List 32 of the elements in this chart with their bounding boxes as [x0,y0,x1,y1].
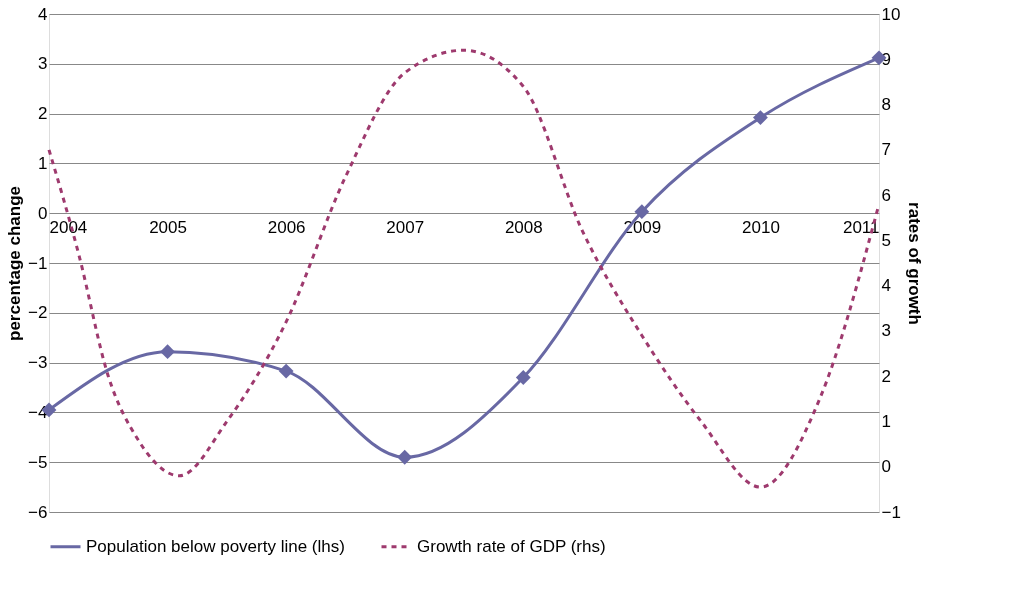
y2-tick-label: 1 [881,411,891,431]
legend-label: Population below poverty line (lhs) [86,536,345,556]
x-tick-label: 2004 [49,217,88,237]
y2-axis-title: rates of growth [904,202,924,325]
y-tick-label: 4 [38,4,48,24]
y-tick-label: −6 [28,502,48,522]
legend-label: Growth rate of GDP (rhs) [417,536,606,556]
x-tick-label: 2007 [386,217,425,237]
y2-tick-label: 8 [881,95,891,115]
y2-tick-label: 6 [881,185,891,205]
y2-tick-label: 4 [881,276,891,296]
x-tick-label: 2006 [267,217,306,237]
y-tick-label: −2 [28,303,48,323]
y2-tick-label: −1 [881,502,901,522]
x-tick-label: 2005 [149,217,187,237]
x-tick-label: 2011 [842,217,880,237]
y2-tick-label: 5 [881,230,891,250]
y-tick-label: 1 [38,153,48,173]
y2-tick-label: 10 [881,4,901,24]
x-tick-label: 2008 [504,217,543,237]
y-tick-label: 2 [38,104,48,124]
y-tick-label: 3 [38,54,48,74]
y-axis-title: percentage change [5,186,25,341]
y2-tick-label: 3 [881,321,891,341]
y-tick-label: 0 [38,203,48,223]
y-tick-label: −3 [28,353,48,373]
x-tick-label: 2010 [742,217,780,237]
y-tick-label: −5 [28,452,48,472]
y-tick-label: −1 [28,253,48,273]
y2-tick-label: 0 [881,457,891,477]
y2-tick-label: 2 [881,366,891,386]
y2-tick-label: 7 [881,140,891,160]
